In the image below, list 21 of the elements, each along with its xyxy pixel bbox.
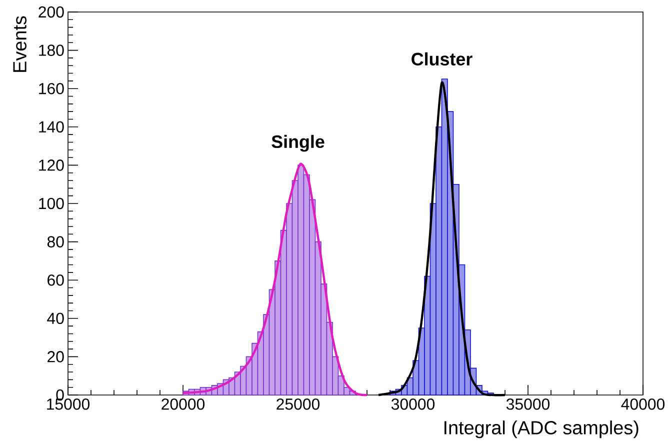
x-tick-label: 20000 (162, 398, 205, 410)
y-tick-label: 100 (39, 198, 64, 210)
x-tick-label: 15000 (47, 398, 90, 410)
y-tick-label: 160 (39, 82, 64, 94)
x-tick-label: 40000 (621, 398, 665, 410)
y-tick-label: 120 (39, 160, 64, 171)
y-tick-label: 0 (56, 389, 64, 401)
y-tick-label: 60 (48, 274, 64, 286)
annotation: Single (272, 134, 324, 152)
x-axis-title: Integral (ADC samples) (444, 420, 638, 438)
y-tick-label: 40 (47, 312, 64, 324)
x-tick-label: 30000 (391, 398, 435, 410)
y-tick-label: 80 (47, 236, 64, 248)
y-tick-label: 200 (38, 6, 64, 18)
y-tick-label: 20 (48, 351, 64, 362)
y-tick-label: 140 (39, 121, 64, 133)
x-tick-label: 35000 (506, 398, 550, 410)
annotation: Cluster (412, 52, 472, 66)
y-axis-title: Events (13, 16, 26, 72)
y-tick-label: 180 (39, 44, 64, 56)
x-tick-label: 25000 (276, 398, 320, 410)
